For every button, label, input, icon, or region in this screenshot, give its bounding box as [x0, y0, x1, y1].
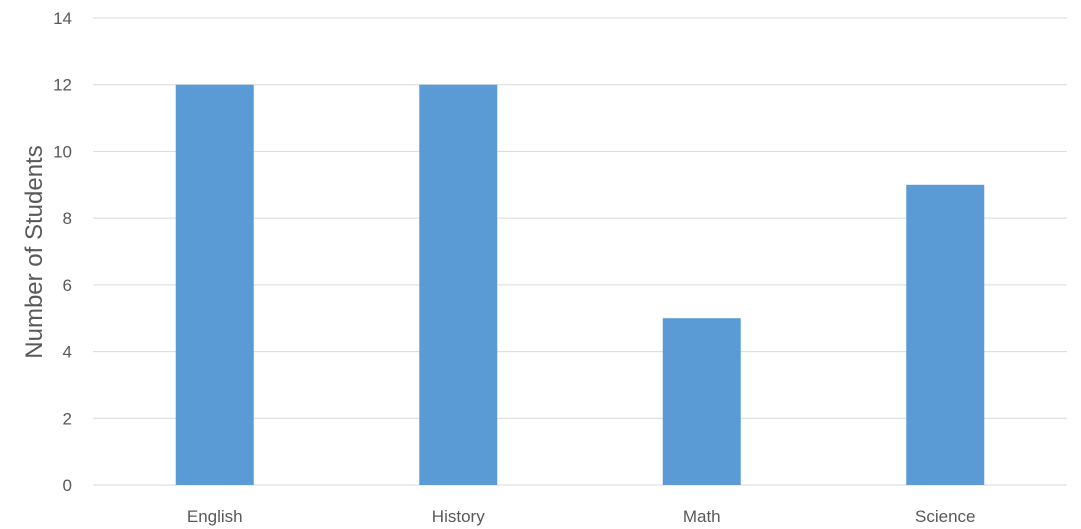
- bars: [175, 84, 985, 486]
- bar-math: [662, 318, 741, 485]
- y-tick-label: 0: [63, 476, 72, 495]
- bar-english: [175, 84, 254, 485]
- y-tick-label: 12: [53, 76, 72, 95]
- y-tick-label: 2: [63, 409, 72, 428]
- y-tick-label: 10: [53, 142, 72, 161]
- x-category-label: Math: [683, 507, 721, 526]
- x-category-label: History: [432, 507, 485, 526]
- y-tick-label: 8: [63, 209, 72, 228]
- gridlines: [93, 17, 1067, 486]
- y-tick-label: 14: [53, 9, 72, 28]
- bar-history: [419, 84, 498, 485]
- x-axis-categories: English History Math Science: [187, 507, 976, 526]
- y-axis-ticks: 0 2 4 6 8 10 12 14: [53, 9, 72, 495]
- bar-science: [906, 184, 985, 486]
- y-axis-title: Number of Students: [21, 145, 48, 358]
- y-tick-label: 6: [63, 276, 72, 295]
- y-tick-label: 4: [63, 343, 72, 362]
- x-category-label: English: [187, 507, 243, 526]
- x-category-label: Science: [915, 507, 975, 526]
